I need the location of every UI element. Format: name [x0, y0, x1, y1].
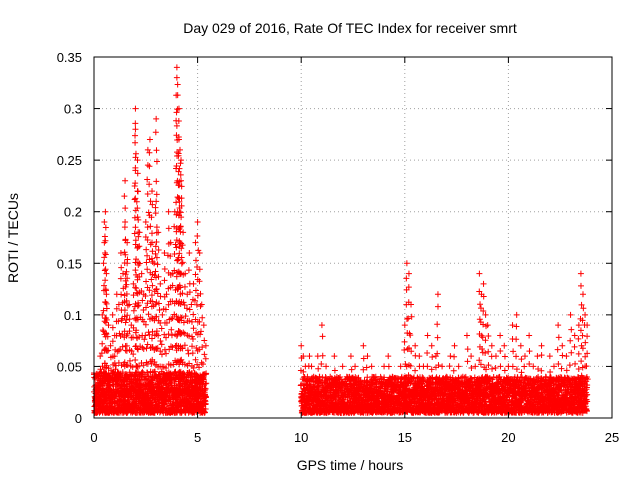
data-points: [91, 64, 591, 416]
data-point: [202, 400, 209, 407]
data-point: [202, 385, 209, 392]
data-point: [144, 369, 151, 376]
data-point: [337, 374, 344, 381]
data-point: [119, 369, 126, 376]
data-point: [202, 406, 209, 413]
chart-title: Day 029 of 2016, Rate Of TEC Index for r…: [183, 20, 517, 36]
data-point: [139, 368, 146, 375]
data-point: [201, 409, 208, 416]
data-point: [168, 377, 175, 384]
data-point: [334, 402, 341, 409]
data-point: [199, 381, 206, 388]
grid-lines: [94, 57, 612, 418]
